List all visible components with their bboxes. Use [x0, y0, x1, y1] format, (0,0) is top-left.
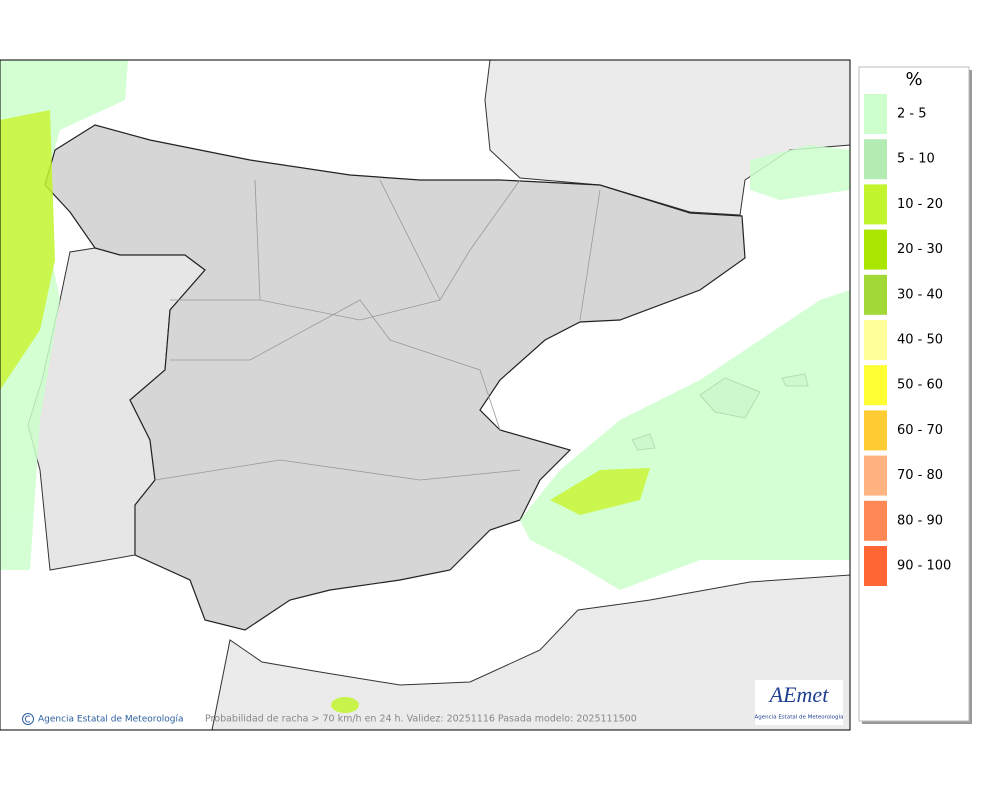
legend-label: 30 - 40 [897, 287, 943, 302]
probability-areas [0, 60, 850, 713]
legend-label: 10 - 20 [897, 197, 943, 212]
area [750, 145, 850, 200]
legend-label: 70 - 80 [897, 468, 943, 483]
legend-label: 80 - 90 [897, 513, 943, 528]
spain [44, 124, 746, 631]
legend-title: % [905, 69, 922, 90]
legend-swatch [864, 546, 887, 586]
legend-swatch [864, 500, 887, 541]
legend-swatch [864, 229, 887, 270]
legend-swatch [864, 274, 887, 315]
area [520, 290, 850, 590]
credit: Agencia Estatal de Meteorología [38, 715, 184, 725]
legend-swatch [864, 139, 887, 180]
map-frame [0, 59, 851, 731]
legend: % 2 - 5 5 - 10 10 - 20 20 - 30 30 - 40 40 - 5… [858, 66, 972, 724]
area [550, 468, 650, 515]
area [0, 110, 55, 390]
legend-label: 5 - 10 [897, 152, 935, 167]
copyright-icon [22, 713, 34, 725]
caption: Probabilidad de racha > 70 km/h en 24 h.… [205, 714, 637, 725]
logo-box [755, 680, 843, 725]
regions [154, 179, 601, 481]
map: Agencia Estatal de Meteorología Probabil… [0, 59, 851, 731]
copyright-icon [24, 715, 31, 723]
legend-swatch [864, 184, 887, 225]
legend-label: 20 - 30 [897, 242, 943, 257]
legend-label: 60 - 70 [897, 423, 943, 438]
legend-swatch [864, 455, 887, 496]
logo: AEmet [768, 682, 830, 707]
legend-swatch [864, 410, 887, 451]
legend-label: 2 - 5 [897, 107, 927, 122]
logo-subtitle: Agencia Estatal de Meteorología [755, 714, 844, 721]
legend-swatch [864, 365, 887, 406]
area [331, 697, 359, 713]
legend-label: 90 - 100 [897, 559, 951, 574]
legend-label: 40 - 50 [897, 333, 943, 348]
legend-swatch [864, 94, 887, 134]
legend-label: 50 - 60 [897, 378, 943, 393]
legend-swatch [864, 320, 887, 360]
